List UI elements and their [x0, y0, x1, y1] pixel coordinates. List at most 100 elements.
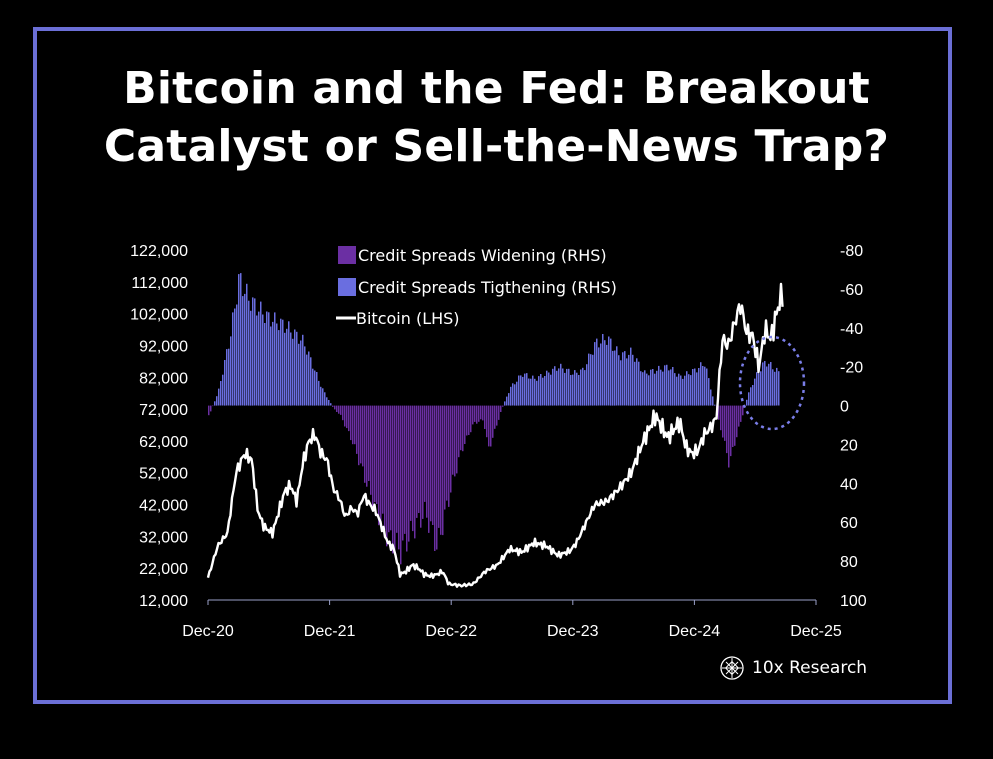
credit-spread-bar	[208, 405, 210, 416]
credit-spread-bar	[662, 371, 664, 406]
credit-spread-bar	[314, 370, 316, 406]
credit-spread-bar	[564, 372, 566, 406]
brand: 10x Research	[720, 655, 867, 681]
credit-spread-bar	[350, 405, 352, 441]
credit-spread-bar	[210, 405, 212, 412]
credit-spread-bar	[260, 301, 262, 406]
credit-spread-bar	[766, 366, 768, 406]
credit-spread-bar	[644, 370, 646, 406]
credit-spread-bar	[742, 405, 744, 416]
credit-spread-bar	[466, 405, 468, 436]
credit-spread-bar	[734, 405, 736, 446]
credit-spread-bar	[300, 340, 302, 406]
x-tick-label: Dec-23	[547, 623, 599, 640]
credit-spread-bar	[604, 340, 606, 406]
credit-spread-bar	[330, 403, 332, 406]
credit-spread-bar	[524, 373, 526, 406]
credit-spread-bar	[226, 349, 228, 406]
credit-spread-bar	[238, 274, 240, 406]
x-tick-label: Dec-20	[182, 623, 234, 640]
right-tick-label: 100	[840, 593, 867, 610]
left-tick-label: 52,000	[139, 466, 188, 483]
title-line-1: Bitcoin and the Fed: Breakout	[123, 63, 870, 114]
credit-spread-bar	[616, 346, 618, 406]
credit-spread-bar	[352, 405, 354, 445]
credit-spread-bar	[468, 405, 470, 435]
credit-spread-bar	[638, 361, 640, 406]
credit-spread-bar	[640, 371, 642, 406]
credit-spread-bars	[208, 273, 780, 565]
credit-spread-bar	[480, 405, 482, 420]
credit-spread-bar	[338, 405, 340, 414]
credit-spread-bar	[378, 405, 380, 526]
credit-spread-bar	[354, 405, 356, 445]
credit-spread-bar	[296, 331, 298, 406]
credit-spread-bar	[688, 374, 690, 406]
credit-spread-bar	[292, 338, 294, 406]
left-tick-label: 42,000	[139, 498, 188, 515]
credit-spread-bar	[368, 405, 370, 481]
credit-spread-bar	[534, 378, 536, 406]
credit-spread-bar	[630, 347, 632, 406]
legend: Credit Spreads Widening (RHS) Credit Spr…	[336, 246, 617, 328]
credit-spread-bar	[490, 405, 492, 447]
credit-spread-bar	[252, 297, 254, 406]
credit-spread-bar	[342, 405, 344, 421]
credit-spread-bar	[286, 328, 288, 406]
legend-swatch-widening	[338, 246, 356, 264]
credit-spread-bar	[278, 330, 280, 406]
credit-spread-bar	[574, 370, 576, 406]
x-tick-label: Dec-21	[304, 623, 356, 640]
credit-spread-bar	[272, 321, 274, 406]
credit-spread-bar	[702, 366, 704, 406]
credit-spread-bar	[458, 405, 460, 458]
credit-spread-bar	[726, 405, 728, 454]
credit-spread-bar	[306, 354, 308, 406]
credit-spread-bar	[536, 380, 538, 406]
credit-spread-bar	[680, 375, 682, 406]
left-tick-label: 62,000	[139, 434, 188, 451]
credit-spread-bar	[346, 405, 348, 429]
credit-spread-bar	[668, 370, 670, 406]
credit-spread-bar	[632, 354, 634, 406]
credit-spread-bar	[380, 405, 382, 526]
credit-spread-bar	[416, 405, 418, 518]
credit-spread-bar	[312, 368, 314, 406]
credit-spread-bar	[724, 405, 726, 441]
credit-spread-bar	[730, 405, 732, 457]
credit-spread-bar	[648, 375, 650, 406]
credit-spread-bar	[576, 372, 578, 406]
credit-spread-bar	[654, 373, 656, 406]
credit-spread-bar	[474, 405, 476, 422]
credit-spread-bar	[412, 405, 414, 532]
credit-spread-bar	[324, 392, 326, 406]
credit-spread-bar	[440, 405, 442, 535]
credit-spread-bar	[454, 405, 456, 477]
credit-spread-bar	[748, 392, 750, 406]
credit-spread-bar	[266, 311, 268, 406]
credit-spread-bar	[242, 296, 244, 406]
right-tick-label: 20	[840, 437, 858, 454]
credit-spread-bar	[216, 396, 218, 406]
credit-spread-bar	[484, 405, 486, 429]
chart-frame	[33, 27, 952, 704]
credit-spread-bar	[778, 371, 780, 406]
credit-spread-bar	[288, 321, 290, 406]
credit-spread-bar	[276, 323, 278, 406]
credit-spread-bar	[438, 405, 440, 528]
credit-spread-bar	[600, 343, 602, 406]
credit-spread-bar	[362, 405, 364, 467]
credit-spread-bar	[544, 376, 546, 406]
credit-spread-bar	[494, 405, 496, 429]
credit-spread-bar	[694, 368, 696, 406]
credit-spread-bar	[758, 373, 760, 406]
credit-spread-bar	[360, 405, 362, 464]
credit-spread-bar	[514, 384, 516, 406]
credit-spread-bar	[566, 368, 568, 406]
credit-spread-bar	[520, 375, 522, 406]
credit-spread-bar	[722, 405, 724, 438]
credit-spread-bar	[558, 368, 560, 406]
credit-spread-bar	[408, 405, 410, 542]
legend-label-bitcoin: Bitcoin (LHS)	[356, 309, 460, 328]
credit-spread-bar	[552, 368, 554, 406]
